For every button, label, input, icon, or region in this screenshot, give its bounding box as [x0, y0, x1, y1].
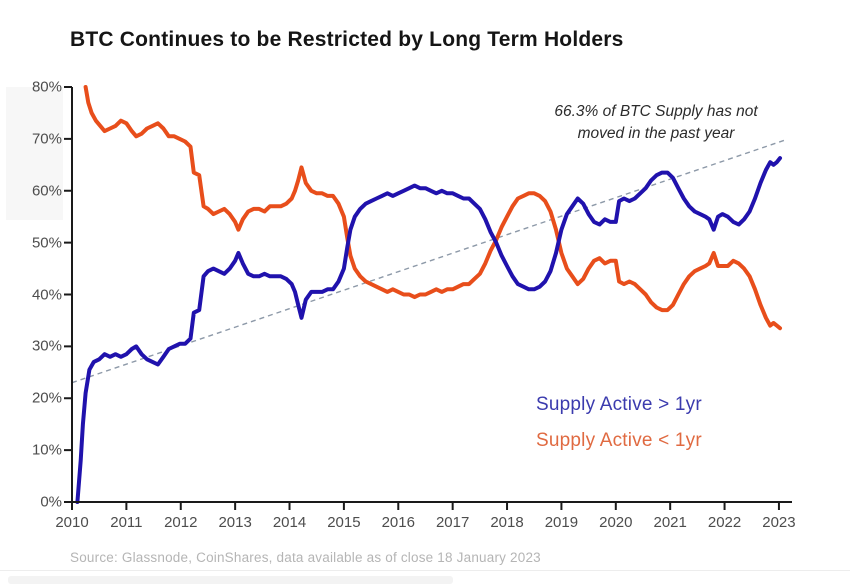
x-tick-label-2021: 2021: [653, 514, 687, 531]
y-tick-label-50: 50%: [31, 234, 62, 252]
x-tick-label-2011: 2011: [110, 514, 143, 531]
y-tick-label-0: 0%: [40, 493, 62, 511]
bottom-scroll-pill: [8, 576, 453, 584]
x-tick-label-2010: 2010: [55, 514, 89, 531]
x-tick-label-2012: 2012: [164, 514, 198, 531]
chart-legend: Supply Active > 1yr Supply Active < 1yr: [536, 394, 702, 466]
series-line-over-1yr: [75, 156, 782, 504]
y-tick-label-20: 20%: [31, 389, 62, 407]
page-title: BTC Continues to be Restricted by Long T…: [70, 28, 624, 51]
x-tick-label-2022: 2022: [707, 514, 742, 531]
x-tick-label-2013: 2013: [218, 514, 252, 531]
x-tick-label-2017: 2017: [435, 514, 470, 531]
x-tick-label-2015: 2015: [327, 514, 361, 531]
legend-item-supply-active-under-1yr: Supply Active < 1yr: [536, 430, 702, 451]
watermark-block: [6, 87, 63, 220]
x-tick-label-2023: 2023: [762, 514, 796, 531]
y-tick-label-30: 30%: [31, 337, 62, 355]
legend-item-supply-active-over-1yr: Supply Active > 1yr: [536, 394, 702, 415]
y-tick-label-10: 10%: [31, 441, 62, 459]
source-caption: Source: Glassnode, CoinShares, data avai…: [70, 550, 541, 565]
y-tick-label-40: 40%: [31, 286, 62, 303]
x-tick-label-2020: 2020: [599, 514, 633, 531]
x-tick-label-2018: 2018: [490, 514, 524, 531]
x-tick-label-2014: 2014: [272, 514, 307, 531]
chart-annotation: 66.3% of BTC Supply has not moved in the…: [554, 103, 758, 142]
bottom-divider: [0, 570, 850, 571]
y-tick-label-80: 80%: [31, 78, 62, 96]
x-tick-label-2019: 2019: [544, 514, 579, 531]
x-tick-label-2016: 2016: [381, 514, 415, 531]
series-line-under-1yr: [83, 85, 782, 331]
y-tick-label-70: 70%: [31, 130, 62, 148]
y-tick-label-60: 60%: [31, 182, 62, 200]
